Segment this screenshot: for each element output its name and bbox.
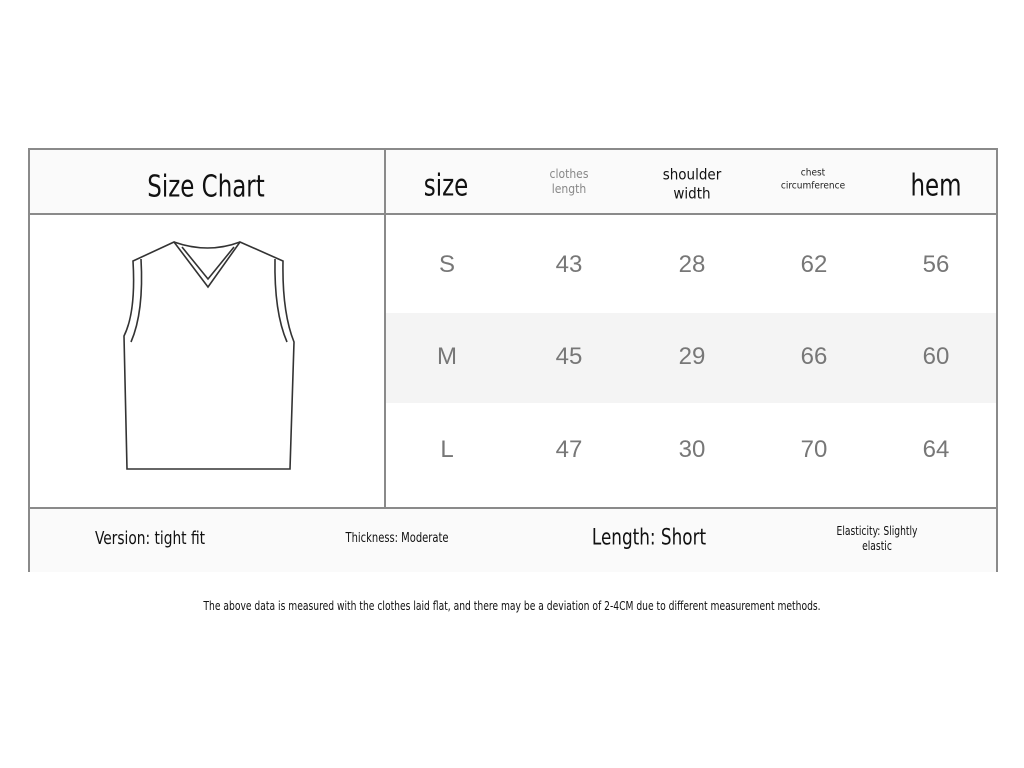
cell-size: L [440,436,454,463]
cell-clothes-length: 43 [555,251,583,278]
cell-chest: 70 [800,436,828,463]
length-text: Length: Short [591,525,707,551]
header-shoulder-width: shoulder width [663,165,722,203]
vest-icon [123,241,295,470]
cell-clothes-length: 45 [555,343,583,370]
table-header: Size Chart size clothes length shoulder wi… [30,150,996,215]
elasticity-line: elastic [862,539,892,553]
version-text: Version: tight fit [94,527,206,549]
size-chart-table: Size Chart size clothes length shoulder wi… [28,148,998,572]
header-line: shoulder [662,165,722,184]
header-size: size [423,168,469,204]
cell-hem: 56 [922,251,950,278]
header-clothes-length: clothes length [550,167,589,197]
cell-shoulder-width: 28 [678,251,706,278]
cell-shoulder-width: 30 [678,436,706,463]
cell-hem: 60 [922,343,950,370]
elasticity-text: Elasticity: Slightly elastic [837,524,918,554]
table-row: S 43 28 62 56 [386,213,996,313]
cell-clothes-length: 47 [555,436,583,463]
column-divider [384,150,386,507]
table-row: L 47 30 70 64 [386,403,996,507]
table-footer: Version: tight fit Thickness: Moderate L… [30,507,996,572]
header-line: chest [800,167,826,179]
elasticity-line: Elasticity: Slightly [836,524,918,538]
header-line: width [673,184,711,202]
thickness-text: Thickness: Moderate [345,530,449,546]
header-line: clothes [549,167,589,181]
cell-chest: 66 [800,343,828,370]
cell-size: M [437,343,457,370]
header-hem: hem [910,168,962,204]
header-line: circumference [780,180,846,191]
cell-hem: 64 [922,436,950,463]
cell-chest: 62 [800,251,828,278]
header-line: length [551,182,587,196]
table-row: M 45 29 66 60 [386,313,996,403]
cell-size: S [438,251,456,278]
cell-shoulder-width: 29 [678,343,706,370]
page-title: Size Chart [147,169,265,205]
measurement-note: The above data is measured with the clot… [203,599,821,613]
header-chest: chest circumference [781,168,845,193]
